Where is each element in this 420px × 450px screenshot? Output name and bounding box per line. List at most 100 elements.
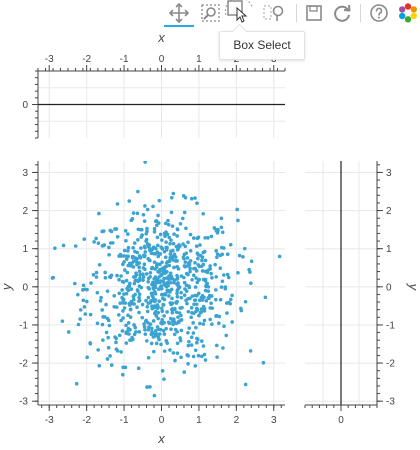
- toolbar-separator: [360, 4, 361, 22]
- scatter-point: [175, 275, 180, 280]
- box-zoom-tool[interactable]: [199, 1, 223, 25]
- scatter-point: [152, 229, 157, 234]
- scatter-point: [151, 295, 155, 299]
- scatter-point: [145, 309, 150, 314]
- y-tick-label: -1: [386, 320, 395, 331]
- scatter-point: [131, 259, 136, 264]
- scatter-point: [176, 246, 181, 251]
- scatter-point: [165, 290, 170, 294]
- scatter-point: [133, 278, 137, 283]
- scatter-point: [189, 315, 193, 320]
- scatter-point: [171, 351, 176, 355]
- box-select-tool[interactable]: [224, 0, 253, 25]
- scatter-point: [189, 196, 194, 201]
- scatter-point: [148, 322, 153, 326]
- scatter-point: [194, 302, 199, 307]
- right-histogram-panel: 0 -3 -2 -1 0 1 2 3 y: [304, 161, 420, 426]
- scatter-point: [153, 282, 158, 287]
- scatter-point: [124, 330, 129, 334]
- scatter-point: [196, 291, 201, 296]
- scatter-point: [146, 356, 151, 360]
- scatter-point: [100, 322, 105, 327]
- save-tool[interactable]: [302, 1, 326, 25]
- scatter-point: [213, 262, 217, 267]
- scatter-point: [215, 255, 219, 260]
- box-select-icon: [224, 0, 253, 23]
- scatter-point: [104, 330, 109, 335]
- scatter-point: [174, 310, 179, 315]
- scatter-point: [137, 295, 141, 300]
- scatter-point: [143, 328, 147, 332]
- y-axis-title: y: [406, 283, 420, 292]
- scatter-point: [204, 298, 209, 303]
- toolbar: [0, 0, 420, 28]
- scatter-point: [172, 253, 177, 257]
- top-histogram-panel: -3-2-10123x0: [22, 30, 286, 139]
- scatter-point: [107, 252, 111, 257]
- scatter-point: [194, 325, 198, 330]
- scatter-point: [137, 261, 142, 265]
- scatter-point: [162, 377, 166, 381]
- scatter-point: [113, 335, 117, 339]
- scatter-point: [149, 326, 154, 331]
- scatter-point: [203, 236, 207, 240]
- scatter-point: [193, 364, 198, 368]
- scatter-point: [172, 232, 176, 236]
- scatter-point: [119, 274, 123, 278]
- scatter-point: [145, 339, 149, 343]
- lasso-select-tool[interactable]: [262, 1, 286, 25]
- y-tick-label: -3: [386, 397, 395, 408]
- scatter-point: [105, 357, 110, 361]
- scatter-point: [186, 330, 190, 335]
- bokeh-logo[interactable]: [396, 1, 420, 25]
- scatter-point: [145, 207, 150, 212]
- scatter-point: [163, 255, 168, 259]
- scatter-point: [128, 315, 133, 319]
- scatter-point: [160, 318, 164, 322]
- scatter-point: [217, 321, 221, 326]
- scatter-point: [141, 275, 146, 279]
- scatter-point: [144, 318, 148, 323]
- scatter-point: [202, 295, 206, 300]
- scatter-point: [148, 270, 153, 275]
- scatter-point: [228, 301, 232, 306]
- scatter-point: [178, 221, 183, 226]
- pan-tool[interactable]: [167, 1, 191, 25]
- scatter-point: [176, 315, 180, 319]
- scatter-point: [207, 293, 212, 298]
- scatter-point: [190, 294, 195, 298]
- scatter-point: [171, 241, 176, 246]
- y-tick-label: 1: [22, 244, 28, 255]
- scatter-point: [195, 236, 200, 241]
- scatter-point: [174, 301, 179, 305]
- scatter-point: [138, 255, 143, 259]
- x-tick-label: 2: [234, 415, 240, 426]
- scatter-point: [142, 322, 146, 326]
- scatter-point: [169, 210, 174, 215]
- scatter-point: [153, 328, 158, 333]
- help-tool[interactable]: [367, 1, 391, 25]
- scatter-point: [127, 282, 132, 286]
- scatter-point: [186, 309, 191, 314]
- scatter-point: [121, 301, 126, 305]
- scatter-point: [83, 312, 88, 316]
- scatter-point: [142, 325, 147, 329]
- scatter-point: [164, 245, 168, 250]
- scatter-point: [223, 285, 228, 289]
- scatter-point: [177, 311, 182, 315]
- scatter-point: [201, 211, 205, 216]
- scatter-point: [101, 338, 105, 342]
- scatter-point: [82, 305, 87, 309]
- scatter-point: [143, 250, 148, 254]
- scatter-point: [152, 304, 157, 308]
- scatter-point: [212, 226, 217, 230]
- scatter-point: [188, 266, 192, 271]
- scatter-point: [199, 264, 204, 269]
- reset-tool[interactable]: [330, 1, 354, 25]
- scatter-point: [202, 318, 207, 323]
- scatter-point: [144, 272, 149, 276]
- scatter-point: [131, 211, 136, 215]
- scatter-point: [196, 256, 200, 261]
- scatter-point: [159, 245, 163, 249]
